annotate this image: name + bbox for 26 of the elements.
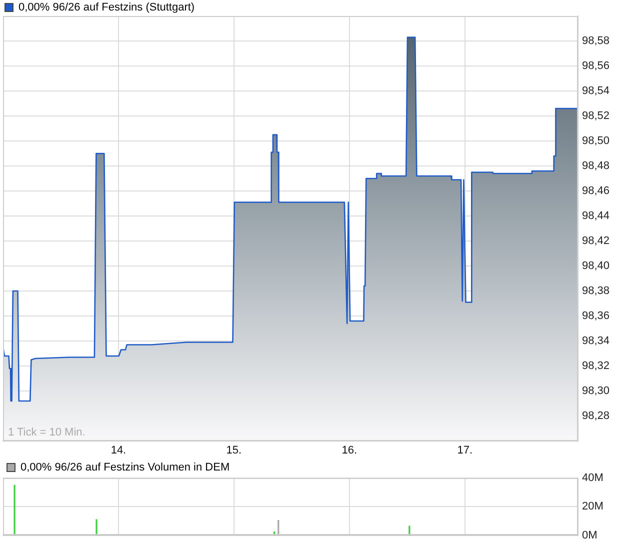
x-tick-label: 15. <box>226 444 242 457</box>
y-tick-label: 98,56 <box>582 60 610 72</box>
y-tick-label: 98,38 <box>582 285 610 298</box>
y-tick-label: 98,40 <box>582 260 610 272</box>
y-tick-label: 98,34 <box>582 335 610 348</box>
y-tick-label: 98,52 <box>582 110 610 122</box>
y-tick-label: 98,50 <box>582 135 610 148</box>
y-tick-label: 98,44 <box>582 210 610 222</box>
y-tick-label: 98,48 <box>582 160 610 172</box>
x-tick-label: 14. <box>110 444 126 457</box>
y-tick-label: 98,42 <box>582 235 610 248</box>
legend-label: 0,00% 96/26 auf Festzins Volumen in DEM <box>20 462 230 474</box>
annotation: 1 Tick = 10 Min. <box>8 426 86 439</box>
y-tick-label: 98,46 <box>582 185 610 198</box>
y-tick-label: 98,54 <box>582 85 610 98</box>
legend-label: 0,00% 96/26 auf Festzins (Stuttgart) <box>18 2 195 14</box>
y-tick-label: 98,28 <box>582 410 610 422</box>
y-tick-label: 20M <box>582 500 604 513</box>
x-tick-label: 16. <box>342 444 358 457</box>
x-tick-label: 17. <box>457 444 472 457</box>
y-tick-label: 40M <box>582 472 604 484</box>
y-tick-label: 98,32 <box>582 360 610 372</box>
y-tick-label: 98,58 <box>582 35 610 48</box>
y-tick-label: 98,36 <box>582 310 610 322</box>
y-tick-label: 0M <box>582 529 598 542</box>
y-tick-label: 98,30 <box>582 385 610 398</box>
